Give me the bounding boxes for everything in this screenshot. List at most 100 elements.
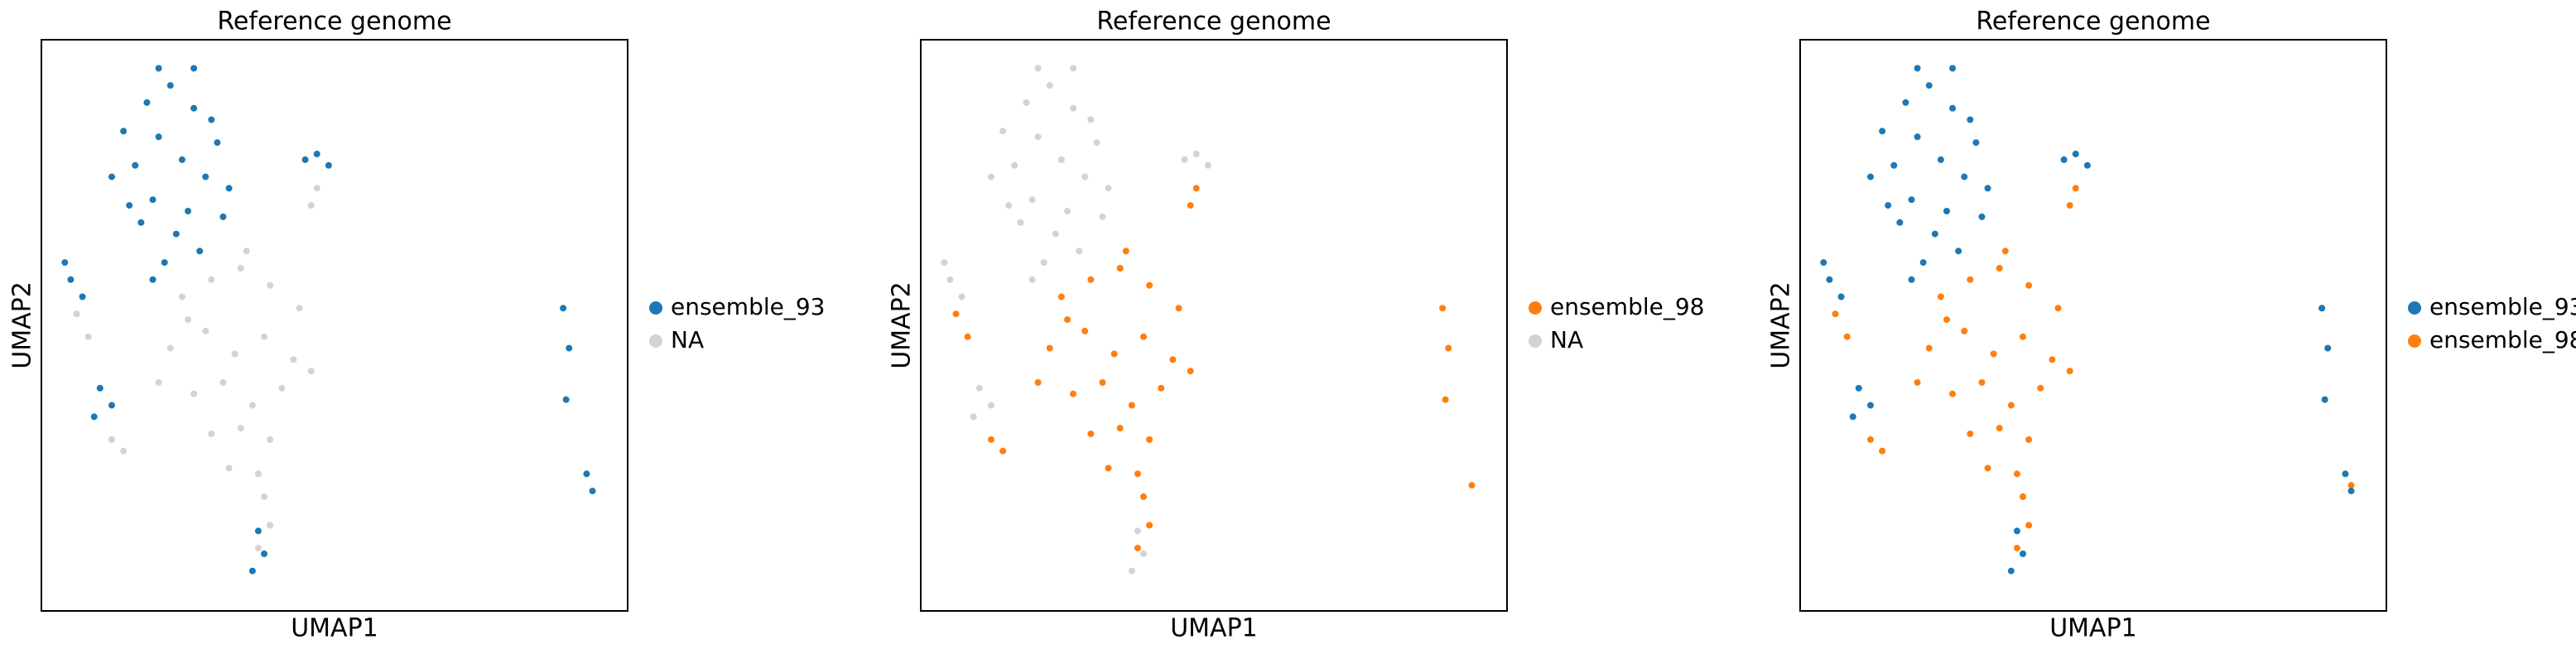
point [2083, 161, 2091, 169]
point [178, 293, 185, 300]
point [987, 173, 994, 180]
point [1972, 139, 1980, 147]
point [1866, 173, 1874, 180]
point [2020, 333, 2027, 340]
legend-marker [1529, 334, 1542, 348]
point [2060, 156, 2068, 163]
point [1116, 265, 1124, 272]
point [155, 133, 162, 141]
point [1099, 213, 1106, 220]
point [2007, 567, 2015, 574]
point [1158, 384, 1165, 392]
point [2037, 384, 2044, 392]
point [108, 173, 115, 180]
point [219, 379, 227, 386]
point [1028, 196, 1036, 204]
point [2342, 470, 2349, 478]
point [1896, 219, 1904, 226]
point [2347, 488, 2355, 495]
point [208, 116, 215, 123]
point [1175, 305, 1182, 312]
point [2318, 305, 2326, 312]
point [108, 436, 115, 443]
point [132, 161, 139, 169]
y-axis-label: UMAP2 [1767, 281, 1796, 369]
point [1169, 356, 1177, 363]
point [1914, 379, 1921, 386]
point [583, 470, 590, 478]
point [1902, 99, 1909, 106]
panel: Reference genome UMAP1 UMAP2 ensemble_98 NA [888, 7, 1705, 643]
point [185, 316, 191, 324]
point [237, 265, 244, 272]
point [946, 276, 954, 283]
point [987, 436, 994, 443]
point [1855, 384, 1862, 392]
point [1984, 464, 1991, 472]
point [313, 151, 320, 157]
point [1134, 470, 1141, 478]
point [120, 447, 128, 454]
point [219, 213, 227, 220]
point [1017, 219, 1024, 226]
point [1128, 401, 1135, 409]
point [73, 310, 80, 318]
point [267, 436, 274, 443]
point [172, 230, 180, 238]
panel: Reference genome UMAP1 UMAP2 ensemble_93 NA [8, 7, 826, 643]
point [137, 219, 145, 226]
point [2324, 344, 2332, 352]
plot-frame [920, 39, 1508, 612]
point [2066, 368, 2073, 375]
point [1192, 185, 1200, 192]
point [1057, 156, 1065, 163]
point [1128, 567, 1135, 574]
point [1187, 368, 1194, 375]
point [261, 333, 268, 340]
point [1978, 379, 1986, 386]
point [1087, 430, 1095, 438]
point [1879, 127, 1886, 135]
point [1081, 327, 1089, 334]
point [1949, 390, 1957, 397]
point [1978, 213, 1986, 220]
point [1140, 493, 1148, 500]
point [1122, 248, 1129, 255]
point [278, 384, 286, 392]
point [1087, 116, 1095, 123]
point [566, 344, 573, 352]
point [143, 99, 151, 106]
point [1445, 344, 1452, 352]
point [1011, 161, 1018, 169]
point [301, 156, 309, 163]
point [2001, 248, 2009, 255]
point [267, 281, 274, 289]
point [1046, 344, 1053, 352]
point [2072, 185, 2079, 192]
point [1908, 196, 1915, 204]
chart-title: Reference genome [217, 7, 451, 36]
point [1204, 161, 1211, 169]
point [970, 413, 977, 421]
point [1134, 545, 1141, 552]
point [1099, 379, 1106, 386]
point [1110, 350, 1118, 358]
point [1832, 310, 1839, 318]
point [1937, 293, 1944, 300]
point [2020, 493, 2027, 500]
point [2072, 151, 2079, 157]
point [1925, 82, 1933, 89]
point [208, 276, 215, 283]
point [1931, 230, 1938, 238]
point [2013, 545, 2020, 552]
legend-label: ensemble_93 [671, 293, 825, 320]
point [1925, 344, 1933, 352]
point [1996, 265, 2003, 272]
point [1837, 293, 1845, 300]
point [190, 65, 198, 72]
legend-marker [2408, 301, 2421, 315]
point [307, 368, 315, 375]
point [248, 567, 256, 574]
legend-marker [649, 301, 662, 315]
point [999, 127, 1007, 135]
